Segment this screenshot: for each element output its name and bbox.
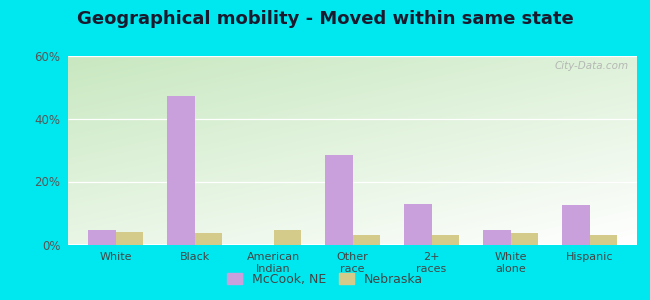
Bar: [116, 232, 143, 244]
Bar: [167, 97, 194, 244]
Bar: [274, 230, 302, 244]
Text: City-Data.com: City-Data.com: [554, 61, 629, 71]
Bar: [590, 235, 618, 244]
Bar: [404, 203, 432, 244]
Legend: McCook, NE, Nebraska: McCook, NE, Nebraska: [222, 268, 428, 291]
Bar: [194, 233, 222, 244]
Bar: [352, 235, 380, 244]
Bar: [511, 233, 538, 244]
Bar: [88, 230, 116, 244]
Bar: [432, 235, 460, 244]
Bar: [483, 230, 511, 244]
Bar: [562, 205, 590, 244]
Bar: [325, 155, 353, 244]
Text: Geographical mobility - Moved within same state: Geographical mobility - Moved within sam…: [77, 11, 573, 28]
